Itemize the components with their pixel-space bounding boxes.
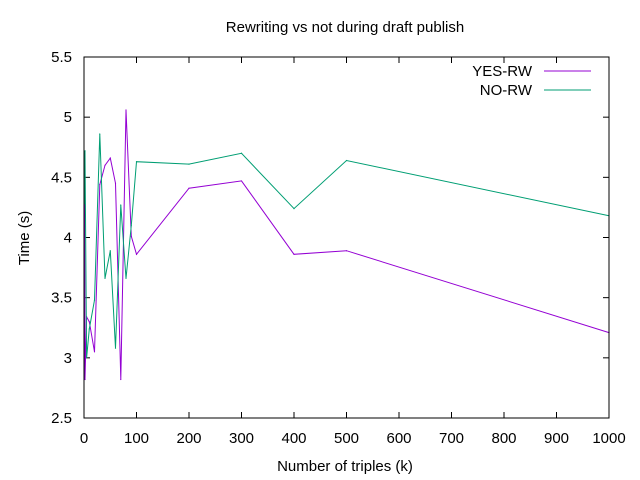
axis-ticks: 0 100 200 300 400 500 600 700 800 900 1000 2.5 3 3.5 4…: [51, 49, 626, 447]
legend-label: YES-RW: [472, 63, 533, 80]
data-point-no-rw: [240, 152, 243, 154]
plot-frame: [83, 56, 610, 419]
x-tick-label: 400: [281, 430, 306, 447]
y-tick-label: 4: [64, 230, 72, 247]
x-tick-label: 900: [544, 430, 569, 447]
data-point-yes-rw: [130, 235, 132, 237]
data-point-no-rw: [104, 277, 106, 280]
y-tick-label: 3: [64, 350, 72, 367]
data-point-no-rw: [88, 328, 90, 330]
y-tick-label: 3.5: [51, 290, 72, 307]
data-point-no-rw: [135, 161, 138, 163]
data-point-yes-rw: [345, 250, 348, 252]
data-point-no-rw: [86, 357, 88, 359]
data-point-no-rw: [93, 299, 96, 301]
data-point-yes-rw: [125, 109, 127, 111]
legend-label: NO-RW: [480, 82, 533, 99]
legend: YES-RW NO-RW: [472, 63, 591, 99]
y-tick-label: 2.5: [51, 410, 72, 427]
data-point-no-rw: [84, 150, 86, 152]
data-point-no-rw: [293, 208, 295, 210]
data-point-yes-rw: [88, 321, 90, 323]
series-layer: [83, 109, 610, 381]
data-point-yes-rw: [99, 183, 101, 186]
x-tick-label: 800: [491, 430, 516, 447]
data-point-no-rw: [109, 250, 111, 252]
x-axis-label: Number of triples (k): [277, 458, 413, 475]
chart-title: Rewriting vs not during draft publish: [226, 19, 464, 36]
series-line-yes-rw: [84, 109, 610, 380]
data-point-yes-rw: [104, 164, 106, 166]
data-point-no-rw: [125, 277, 127, 280]
y-tick-label: 5: [64, 109, 72, 126]
data-point-yes-rw: [109, 157, 111, 159]
x-tick-label: 600: [386, 430, 411, 447]
x-tick-label: 300: [229, 430, 254, 447]
data-point-no-rw: [345, 159, 348, 162]
y-tick-label: 5.5: [51, 49, 72, 66]
data-point-no-rw: [130, 224, 132, 227]
data-point-yes-rw: [135, 253, 138, 255]
data-point-yes-rw: [84, 378, 86, 381]
x-tick-label: 500: [334, 430, 359, 447]
data-point-yes-rw: [188, 187, 190, 189]
x-tick-label: 0: [80, 430, 88, 447]
data-point-no-rw: [188, 163, 190, 165]
y-axis-label: Time (s): [16, 211, 33, 265]
data-point-yes-rw: [114, 182, 117, 184]
y-tick-label: 4.5: [51, 169, 72, 186]
x-tick-label: 700: [439, 430, 464, 447]
x-tick-label: 1000: [592, 430, 625, 447]
data-point-yes-rw: [240, 180, 243, 182]
data-point-no-rw: [120, 204, 122, 206]
series-line-no-rw: [84, 133, 610, 358]
data-point-yes-rw: [93, 351, 96, 353]
data-point-no-rw: [99, 133, 101, 135]
data-point-no-rw: [114, 347, 117, 349]
data-point-yes-rw: [293, 253, 295, 255]
data-point-yes-rw: [120, 378, 122, 381]
x-tick-label: 200: [176, 430, 201, 447]
x-tick-label: 100: [124, 430, 149, 447]
